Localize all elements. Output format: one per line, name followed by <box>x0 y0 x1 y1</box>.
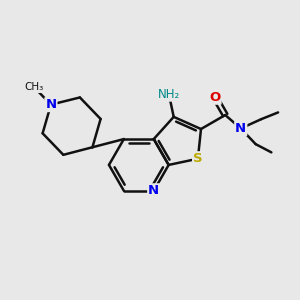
Text: CH₃: CH₃ <box>25 82 44 92</box>
Text: S: S <box>193 152 203 165</box>
Text: O: O <box>209 91 220 104</box>
Text: N: N <box>235 122 246 135</box>
Text: N: N <box>45 98 56 111</box>
Text: NH₂: NH₂ <box>158 88 180 101</box>
Text: N: N <box>148 184 159 197</box>
